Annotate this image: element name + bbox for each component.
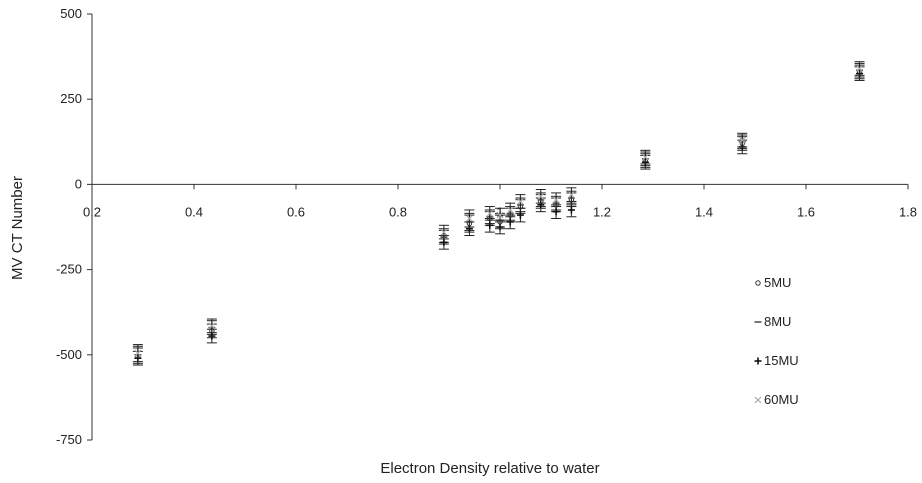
data-point-60mu bbox=[856, 65, 863, 72]
data-points bbox=[132, 61, 865, 366]
x-tick-label: 0.4 bbox=[185, 204, 203, 219]
data-point-60mu bbox=[567, 191, 575, 199]
x-tick-label: 1.6 bbox=[797, 204, 815, 219]
data-point-60mu bbox=[641, 153, 649, 161]
data-point-60mu bbox=[738, 136, 746, 144]
data-point-15mu bbox=[496, 223, 504, 231]
data-point-60mu bbox=[440, 228, 448, 236]
y-tick-label: 250 bbox=[60, 91, 82, 106]
legend-marker-60mu bbox=[754, 396, 762, 404]
data-point-60mu bbox=[537, 192, 545, 200]
x-axis-title: Electron Density relative to water bbox=[380, 460, 599, 477]
x-axis-ticks: 0.20.40.60.811.21.41.61.8 bbox=[83, 184, 917, 219]
y-tick-label: 0 bbox=[75, 176, 82, 191]
y-tick-label: 500 bbox=[60, 6, 82, 21]
data-point-60mu bbox=[208, 322, 216, 330]
data-point-15mu bbox=[516, 211, 524, 219]
data-point-60mu bbox=[552, 196, 560, 204]
legend-label-15mu: 15MU bbox=[764, 353, 799, 368]
legend-label-60mu: 60MU bbox=[764, 392, 799, 407]
data-point-15mu bbox=[567, 206, 575, 214]
data-point-15mu bbox=[506, 218, 514, 226]
axes bbox=[91, 14, 908, 440]
x-tick-label: 0.6 bbox=[287, 204, 305, 219]
x-tick-label: 1.2 bbox=[593, 204, 611, 219]
x-tick-label: 1.8 bbox=[899, 204, 917, 219]
data-point-15mu bbox=[208, 332, 216, 340]
legend-label-5mu: 5MU bbox=[764, 275, 791, 290]
x-tick-label: 0.8 bbox=[389, 204, 407, 219]
y-tick-label: -750 bbox=[56, 432, 82, 447]
data-point-15mu bbox=[440, 238, 448, 246]
x-tick-label: 1.4 bbox=[695, 204, 713, 219]
data-point-15mu bbox=[486, 221, 494, 229]
data-point-60mu bbox=[486, 209, 494, 217]
legend: 5MU 8MU 15MU 60MU bbox=[754, 275, 799, 407]
y-tick-label: -500 bbox=[56, 347, 82, 362]
y-axis-title: MV CT Number bbox=[9, 176, 26, 280]
data-point-60mu bbox=[496, 211, 504, 219]
data-point-60mu bbox=[465, 215, 473, 222]
legend-marker-5mu bbox=[755, 280, 761, 286]
legend-label-8mu: 8MU bbox=[764, 314, 791, 329]
y-axis-ticks: 500 250 0 -250 -500 -750 bbox=[56, 6, 92, 447]
data-point-60mu bbox=[506, 206, 514, 214]
data-point-60mu bbox=[134, 349, 142, 357]
data-point-15mu bbox=[552, 208, 560, 216]
y-tick-label: -250 bbox=[56, 262, 82, 277]
legend-marker-15mu bbox=[754, 357, 762, 365]
data-point-60mu bbox=[516, 198, 524, 205]
